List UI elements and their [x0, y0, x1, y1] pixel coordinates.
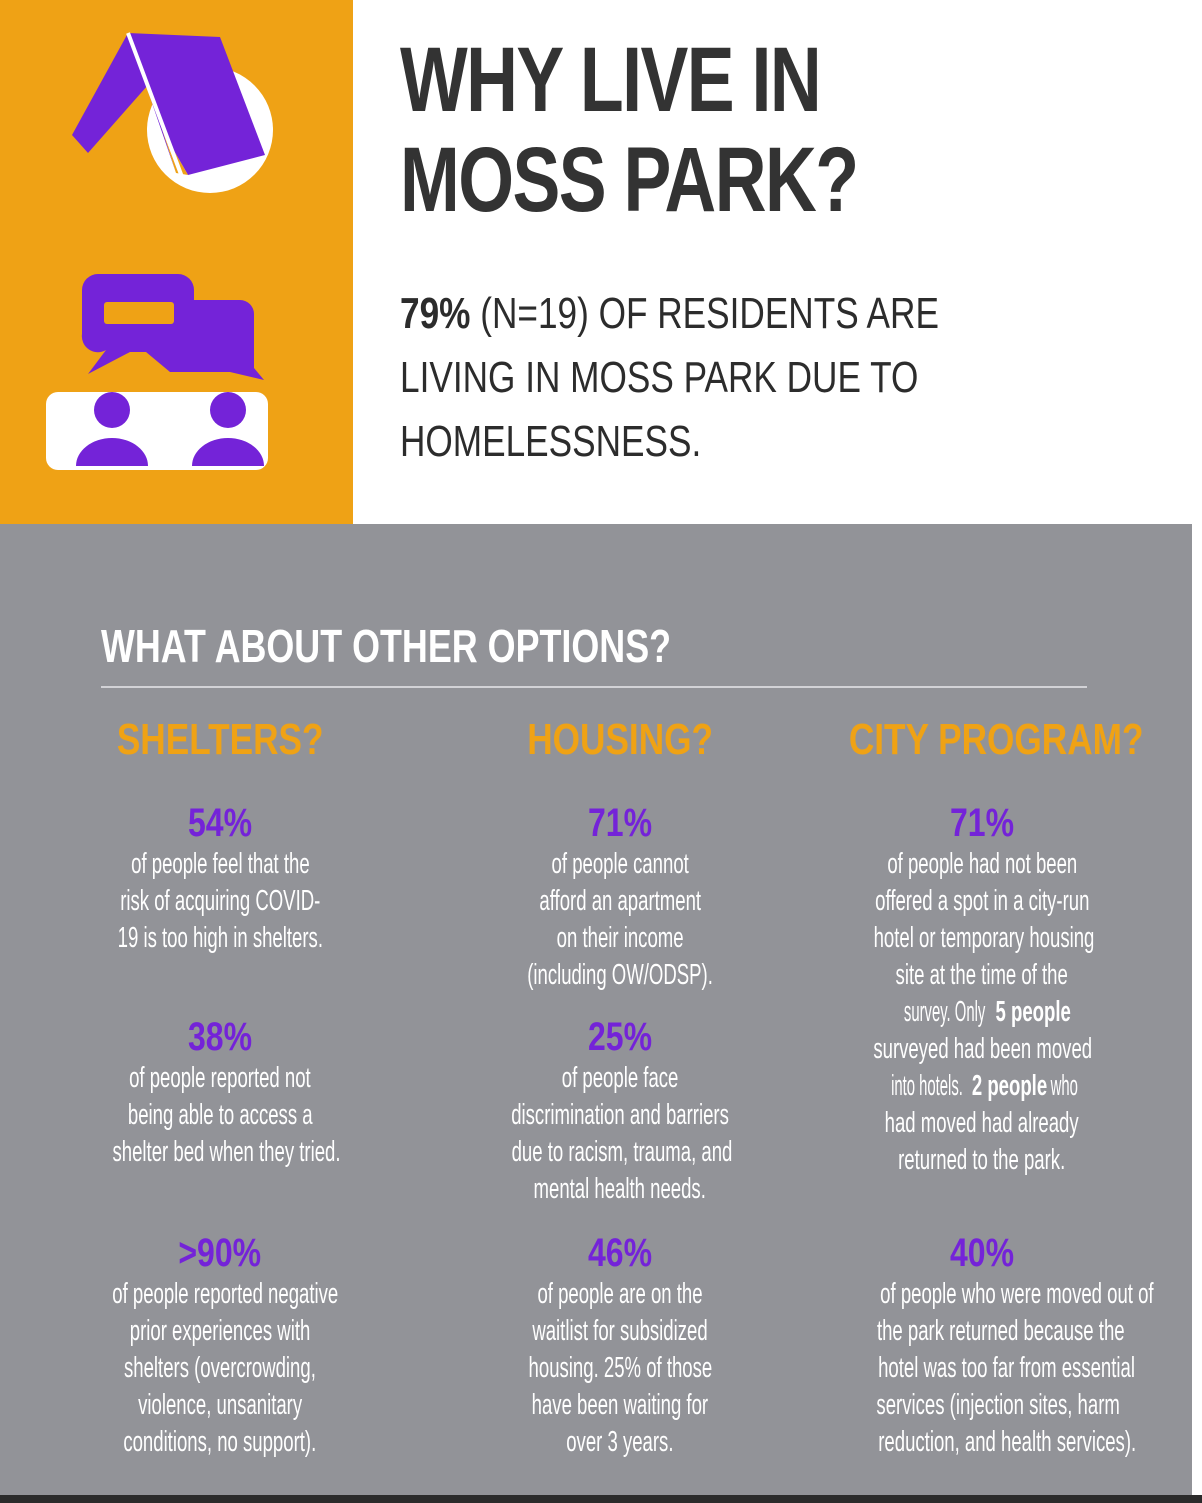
stat-description: of people are on the waitlist for subsid…	[528, 1278, 712, 1458]
lead-line-1: (N=19) OF RESIDENTS ARE	[470, 289, 939, 338]
stat-value: 71%	[949, 801, 1015, 845]
tent-icon	[72, 32, 273, 193]
stat-block: 40% of people who were moved out of the …	[812, 1230, 1154, 1461]
stat-value: 38%	[187, 1015, 253, 1059]
page-edge-bottom	[0, 1495, 1202, 1503]
stat-description: of people who were moved out of the park…	[876, 1278, 1154, 1458]
options-section	[0, 524, 1192, 1495]
stat-block: 71% of people cannot afford an apartment…	[450, 800, 790, 994]
stat-block: 38% of people reported not being able to…	[50, 1014, 390, 1171]
header-section: WHY LIVE IN MOSS PARK? 79% (N=19) OF RES…	[0, 0, 1202, 524]
divider	[101, 686, 1087, 688]
stat-description: of people had not been offered a spot in…	[873, 848, 1095, 1176]
stat-block: 46% of people are on the waitlist for su…	[450, 1230, 790, 1461]
stat-description: of people cannot afford an apartment on …	[527, 848, 713, 991]
stat-value: 25%	[587, 1015, 653, 1059]
stat-value: 71%	[587, 801, 653, 845]
column-heading: HOUSING?	[527, 715, 713, 764]
lead-statement: 79% (N=19) OF RESIDENTS ARE LIVING IN MO…	[400, 282, 960, 474]
section-title: WHAT ABOUT OTHER OPTIONS?	[101, 620, 672, 672]
column-heading: CITY PROGRAM?	[848, 715, 1144, 764]
stat-description: of people face discrimination and barrie…	[511, 1062, 733, 1205]
lead-line-3: HOMELESSNESS.	[400, 417, 702, 466]
stat-description: of people reported not being able to acc…	[112, 1062, 341, 1168]
stat-block: >90% of people reported negative prior e…	[50, 1230, 390, 1461]
conversation-icon	[46, 274, 268, 470]
lead-line-2: LIVING IN MOSS PARK DUE TO	[400, 353, 919, 402]
stat-value: >90%	[178, 1231, 262, 1275]
stat-block: 54% of people feel that the risk of acqu…	[50, 800, 390, 957]
stat-value: 54%	[187, 801, 253, 845]
stat-description: of people feel that the risk of acquirin…	[117, 848, 323, 954]
stat-block: 71% of people had not been offered a spo…	[812, 800, 1152, 1179]
stat-description: of people reported negative prior experi…	[112, 1278, 339, 1458]
stat-value: 46%	[587, 1231, 653, 1275]
page-edge	[1192, 524, 1202, 1503]
lead-percent: 79%	[400, 289, 471, 338]
stat-block: 25% of people face discrimination and ba…	[450, 1014, 790, 1208]
icon-sidebar	[0, 0, 353, 524]
title-line-2: MOSS PARK?	[400, 129, 859, 231]
stat-value: 40%	[949, 1231, 1015, 1275]
column-heading: SHELTERS?	[116, 715, 324, 764]
title-line-1: WHY LIVE IN	[400, 29, 822, 131]
page-title: WHY LIVE IN MOSS PARK?	[400, 30, 993, 230]
